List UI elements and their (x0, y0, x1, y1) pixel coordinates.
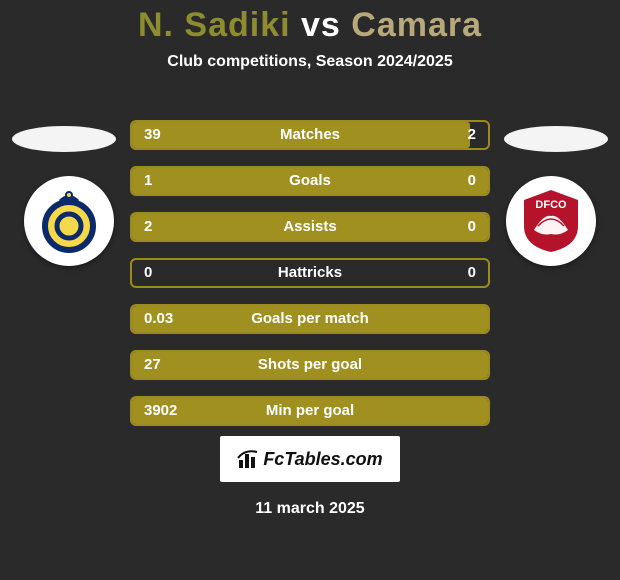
club-badge-right: DFCO (506, 176, 596, 266)
stat-label: Min per goal (132, 398, 488, 424)
svg-text:DFCO: DFCO (535, 199, 567, 211)
stat-label: Shots per goal (132, 352, 488, 378)
site-logo: FcTables.com (220, 436, 400, 482)
club-right-logo-icon: DFCO (516, 186, 586, 256)
comparison-title: N. Sadiki vs Camara (0, 0, 620, 45)
comparison-date: 11 march 2025 (0, 500, 620, 518)
competition-subtitle: Club competitions, Season 2024/2025 (0, 53, 620, 71)
stat-label: Assists (132, 214, 488, 240)
stat-label: Matches (132, 122, 488, 148)
stat-right-value: 0 (468, 168, 476, 194)
stat-row: 1Goals0 (130, 166, 490, 196)
stat-row: 0Hattricks0 (130, 258, 490, 288)
stat-row: 27Shots per goal (130, 350, 490, 380)
stat-right-value: 2 (468, 122, 476, 148)
stat-label: Goals (132, 168, 488, 194)
club-left-logo-icon (34, 186, 104, 256)
decor-ellipse-left (12, 126, 116, 152)
player-1-name: N. Sadiki (138, 6, 291, 44)
bar-chart-icon (237, 448, 259, 470)
decor-ellipse-right (504, 126, 608, 152)
stat-row: 2Assists0 (130, 212, 490, 242)
stats-table: 39Matches21Goals02Assists00Hattricks00.0… (130, 120, 490, 442)
stat-row: 0.03Goals per match (130, 304, 490, 334)
stat-label: Goals per match (132, 306, 488, 332)
club-badge-left (24, 176, 114, 266)
stat-right-value: 0 (468, 214, 476, 240)
vs-label: vs (301, 6, 341, 44)
player-2-name: Camara (351, 6, 482, 44)
stat-label: Hattricks (132, 260, 488, 286)
stat-right-value: 0 (468, 260, 476, 286)
stat-row: 39Matches2 (130, 120, 490, 150)
site-logo-text: FcTables.com (263, 449, 382, 470)
stat-row: 3902Min per goal (130, 396, 490, 426)
